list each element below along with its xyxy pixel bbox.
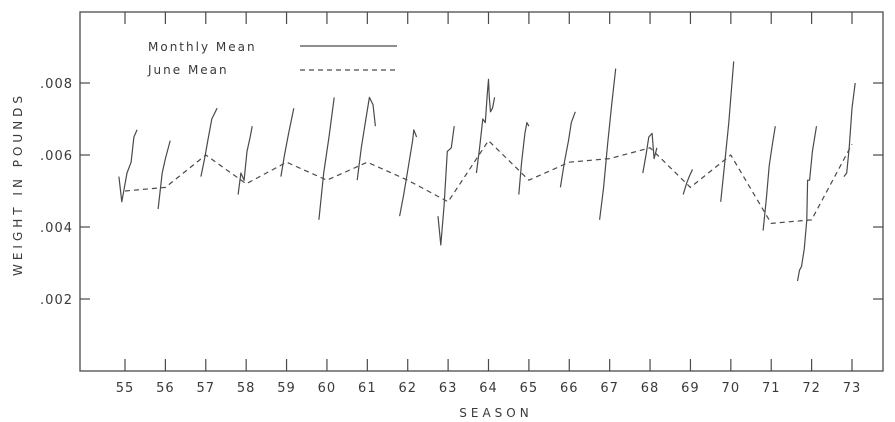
monthly-mean-segment <box>518 121 530 195</box>
x-tick-label: 55 <box>116 381 135 396</box>
x-tick-labels: 55 56 57 58 59 60 61 62 63 64 65 66 67 68 69 70 71 72 73 <box>116 381 862 396</box>
monthly-mean-segment <box>399 129 418 217</box>
x-tick-label: 64 <box>479 381 498 396</box>
monthly-mean-segment <box>157 140 171 210</box>
x-tick-label: 72 <box>802 381 821 396</box>
x-tick-label: 69 <box>681 381 700 396</box>
x-tick-label: 61 <box>358 381 377 396</box>
series-lines <box>118 61 856 282</box>
monthly-mean-segment <box>318 97 335 220</box>
x-tick-label: 70 <box>722 381 741 396</box>
x-tick-label: 71 <box>762 381 781 396</box>
monthly-mean-segment <box>280 108 295 177</box>
x-tick-label: 59 <box>277 381 296 396</box>
x-axis-title: SEASON <box>459 406 532 420</box>
monthly-mean-segment <box>642 132 658 174</box>
monthly-mean-segment <box>356 96 376 181</box>
monthly-mean-segment <box>796 126 818 282</box>
monthly-mean-segment <box>200 107 218 177</box>
monthly-mean-segment <box>475 78 496 174</box>
monthly-mean-segment <box>118 129 138 203</box>
y-tick-label: .004 <box>40 221 73 236</box>
monthly-mean-segment <box>720 61 735 202</box>
y-tick-label: .006 <box>40 149 73 164</box>
monthly-mean-segment <box>437 126 455 246</box>
y-tick-label: .002 <box>40 293 73 308</box>
monthly-mean-segment <box>599 68 617 220</box>
x-tick-label: 66 <box>560 381 579 396</box>
x-tick-label: 58 <box>237 381 256 396</box>
monthly-mean-segment <box>237 126 253 195</box>
axis-ticks <box>80 12 883 371</box>
legend-label-june-mean: June Mean <box>147 63 229 77</box>
x-tick-label: 62 <box>398 381 417 396</box>
x-tick-label: 63 <box>439 381 458 396</box>
y-tick-labels: .002 .004 .006 .008 <box>40 77 73 308</box>
monthly-mean-segment <box>559 111 576 188</box>
x-tick-label: 60 <box>318 381 337 396</box>
monthly-mean-segment <box>682 169 694 195</box>
y-axis-title: WEIGHT IN POUNDS <box>11 92 25 276</box>
legend: Monthly Mean June Mean <box>147 40 397 77</box>
plot-frame <box>79 11 884 372</box>
x-tick-label: 56 <box>156 381 175 396</box>
x-tick-label: 68 <box>641 381 660 396</box>
y-tick-label: .008 <box>40 77 73 92</box>
legend-label-monthly-mean: Monthly Mean <box>148 40 257 54</box>
june-mean-line <box>124 139 853 225</box>
plot-border <box>79 11 884 372</box>
monthly-mean-segment <box>843 82 856 177</box>
x-tick-label: 57 <box>197 381 216 396</box>
x-tick-label: 65 <box>520 381 539 396</box>
monthly-mean-segment <box>762 126 776 231</box>
x-tick-label: 73 <box>843 381 862 396</box>
x-tick-label: 67 <box>600 381 619 396</box>
